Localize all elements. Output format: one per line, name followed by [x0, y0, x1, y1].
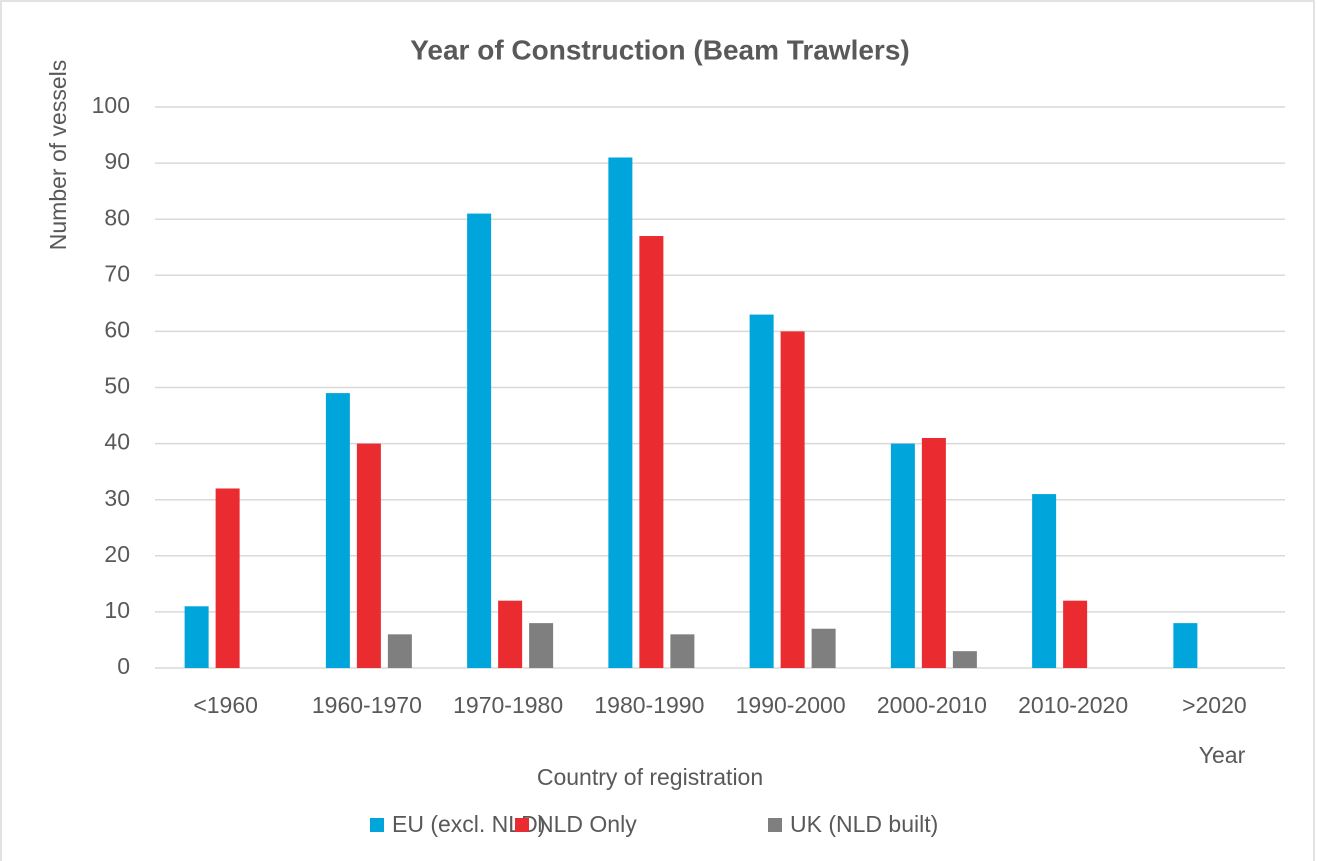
bar — [1173, 623, 1198, 668]
bar — [498, 600, 523, 668]
x-tick-label: 2010-2020 — [1018, 692, 1128, 718]
y-tick-label: 20 — [104, 541, 130, 567]
bar — [356, 443, 381, 668]
x-tick-label: 1970-1980 — [453, 692, 563, 718]
y-tick-label: 80 — [104, 204, 130, 230]
bar — [749, 314, 774, 668]
y-tick-label: 100 — [92, 92, 130, 118]
y-tick-label: 10 — [104, 597, 130, 623]
y-tick-label: 40 — [104, 429, 130, 455]
bar — [780, 331, 805, 668]
bar — [952, 651, 977, 668]
y-tick-label: 50 — [104, 373, 130, 399]
bar — [467, 213, 492, 668]
bar — [811, 628, 836, 668]
chart-title: Year of Construction (Beam Trawlers) — [410, 34, 909, 65]
x-tick-label: >2020 — [1182, 692, 1247, 718]
bar — [1032, 494, 1057, 668]
y-tick-label: 60 — [104, 316, 130, 342]
bar — [529, 623, 554, 668]
y-tick-label: 0 — [117, 653, 130, 679]
legend-label: UK (NLD built) — [790, 811, 938, 837]
y-axis-label: Number of vessels — [45, 60, 71, 250]
y-tick-label: 30 — [104, 485, 130, 511]
bar — [639, 236, 664, 668]
bar — [890, 443, 915, 668]
y-tick-label: 90 — [104, 148, 130, 174]
bar — [670, 634, 695, 668]
x-tick-label: 1980-1990 — [594, 692, 704, 718]
x-tick-label: 1960-1970 — [312, 692, 422, 718]
bar — [215, 488, 240, 668]
legend-swatch — [515, 818, 529, 832]
bar — [325, 393, 350, 668]
bar — [184, 606, 209, 668]
bar — [921, 437, 946, 668]
legend-swatch — [768, 818, 782, 832]
x-tick-label: 1990-2000 — [736, 692, 846, 718]
x-axis-subtitle: Country of registration — [537, 764, 763, 790]
x-axis-label: Year — [1199, 742, 1246, 768]
x-tick-label: <1960 — [193, 692, 258, 718]
bar — [1063, 600, 1088, 668]
bar — [608, 157, 633, 669]
y-tick-label: 70 — [104, 260, 130, 286]
x-tick-label: 2000-2010 — [877, 692, 987, 718]
legend-swatch — [370, 818, 384, 832]
legend-label: NLD Only — [537, 811, 637, 837]
bar — [387, 634, 412, 668]
